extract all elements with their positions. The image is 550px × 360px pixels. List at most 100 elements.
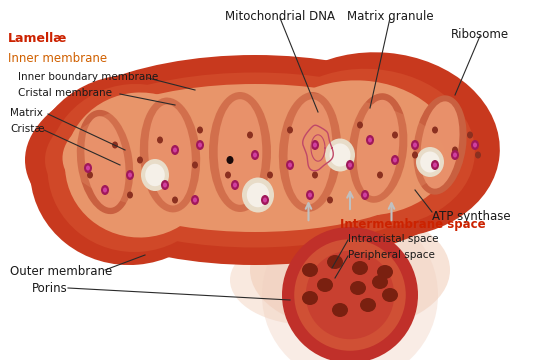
Ellipse shape [361, 190, 369, 200]
Text: Peripheral space: Peripheral space [348, 250, 435, 260]
Ellipse shape [251, 150, 259, 160]
Ellipse shape [391, 155, 399, 165]
Ellipse shape [140, 98, 200, 212]
Ellipse shape [288, 99, 332, 205]
Ellipse shape [452, 147, 458, 153]
Text: Ribosome: Ribosome [451, 28, 509, 41]
Ellipse shape [268, 80, 453, 216]
Text: Intermembrane space: Intermembrane space [340, 218, 486, 231]
Text: Mitochondrial DNA: Mitochondrial DNA [225, 10, 335, 23]
Circle shape [306, 251, 394, 339]
Ellipse shape [475, 152, 481, 158]
Ellipse shape [349, 93, 408, 203]
Ellipse shape [392, 131, 398, 139]
Ellipse shape [233, 183, 237, 188]
Ellipse shape [451, 150, 459, 160]
Circle shape [294, 239, 406, 351]
Text: Inner membrane: Inner membrane [8, 52, 107, 65]
Ellipse shape [317, 278, 333, 292]
Text: Intracristal space: Intracristal space [348, 234, 438, 244]
Text: Cristal membrane: Cristal membrane [18, 88, 112, 98]
Ellipse shape [247, 131, 253, 139]
Ellipse shape [128, 172, 132, 177]
Ellipse shape [137, 157, 143, 163]
Ellipse shape [172, 197, 178, 203]
Ellipse shape [263, 198, 267, 202]
Ellipse shape [253, 153, 257, 158]
Text: Lamellæ: Lamellæ [8, 32, 67, 45]
Ellipse shape [126, 170, 134, 180]
Ellipse shape [45, 72, 465, 248]
Ellipse shape [363, 193, 367, 198]
Ellipse shape [231, 180, 239, 190]
Ellipse shape [453, 153, 457, 158]
Ellipse shape [357, 122, 363, 129]
Ellipse shape [196, 140, 204, 150]
Ellipse shape [302, 291, 318, 305]
Ellipse shape [473, 143, 477, 148]
Ellipse shape [157, 136, 163, 144]
Ellipse shape [332, 303, 348, 317]
Ellipse shape [352, 261, 368, 275]
Ellipse shape [421, 102, 459, 189]
Ellipse shape [356, 100, 399, 196]
Ellipse shape [416, 147, 444, 177]
Ellipse shape [191, 195, 199, 205]
Ellipse shape [63, 84, 448, 232]
Ellipse shape [112, 141, 118, 149]
Ellipse shape [286, 160, 294, 170]
Ellipse shape [279, 92, 341, 212]
Ellipse shape [260, 52, 500, 238]
Ellipse shape [431, 160, 439, 170]
Circle shape [262, 207, 438, 360]
Ellipse shape [173, 148, 177, 153]
Text: Cristæ: Cristæ [10, 124, 45, 134]
Ellipse shape [360, 298, 376, 312]
Ellipse shape [30, 75, 230, 265]
Ellipse shape [432, 126, 438, 134]
Ellipse shape [413, 143, 417, 148]
Ellipse shape [382, 288, 398, 302]
Ellipse shape [250, 210, 450, 330]
Ellipse shape [393, 158, 397, 162]
Ellipse shape [230, 235, 390, 325]
Ellipse shape [127, 192, 133, 198]
Ellipse shape [372, 275, 388, 289]
Ellipse shape [267, 171, 273, 179]
Ellipse shape [103, 188, 107, 193]
Ellipse shape [197, 126, 203, 134]
Ellipse shape [377, 171, 383, 179]
Ellipse shape [420, 152, 440, 172]
Ellipse shape [242, 177, 274, 212]
Ellipse shape [312, 171, 318, 179]
Ellipse shape [161, 180, 169, 190]
Ellipse shape [65, 93, 215, 238]
Ellipse shape [145, 164, 165, 186]
Ellipse shape [348, 162, 352, 167]
Ellipse shape [77, 110, 133, 214]
Text: Inner boundary membrane: Inner boundary membrane [18, 72, 158, 82]
Ellipse shape [311, 140, 319, 150]
Text: ATP synthase: ATP synthase [432, 210, 510, 223]
Ellipse shape [346, 160, 354, 170]
Text: Outer membrane: Outer membrane [10, 265, 112, 278]
Ellipse shape [225, 171, 231, 179]
Ellipse shape [433, 162, 437, 167]
Ellipse shape [366, 135, 374, 145]
Ellipse shape [25, 55, 485, 265]
Ellipse shape [377, 265, 393, 279]
Ellipse shape [412, 152, 418, 158]
Ellipse shape [141, 159, 169, 191]
Ellipse shape [163, 183, 167, 188]
Ellipse shape [218, 99, 262, 205]
Ellipse shape [302, 263, 318, 277]
Ellipse shape [265, 69, 475, 227]
Text: Matrix granule: Matrix granule [346, 10, 433, 23]
Ellipse shape [47, 84, 222, 252]
Ellipse shape [411, 140, 419, 150]
Text: Porins: Porins [32, 282, 68, 295]
Ellipse shape [86, 166, 90, 171]
Ellipse shape [327, 197, 333, 203]
Ellipse shape [209, 92, 271, 212]
Circle shape [282, 227, 418, 360]
